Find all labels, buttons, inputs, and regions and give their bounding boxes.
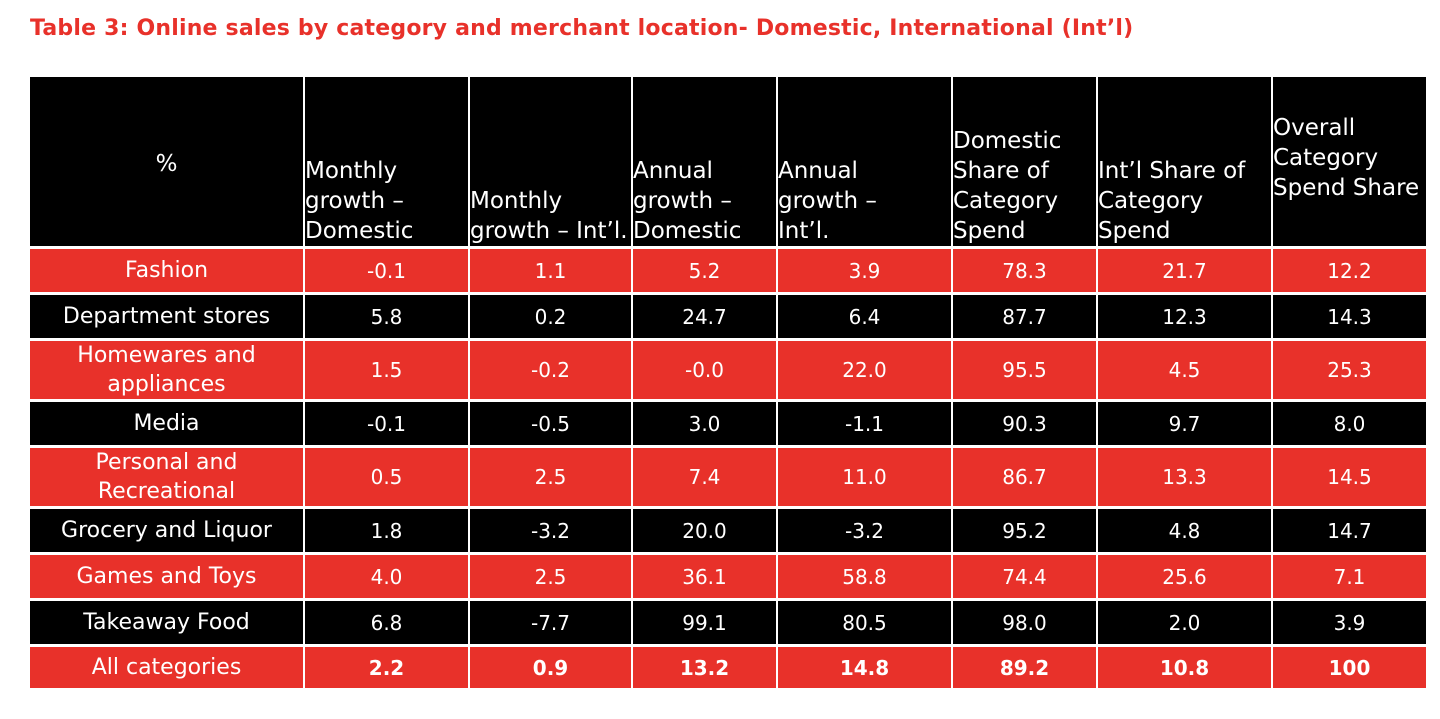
value-cell: -0.2 — [470, 341, 633, 402]
value-cell: 87.7 — [953, 295, 1098, 341]
category-cell: Department stores — [30, 295, 305, 341]
table-row: Games and Toys 4.0 2.5 36.1 58.8 74.4 25.6 7.1 — [30, 555, 1426, 601]
value-cell: 80.5 — [778, 601, 953, 647]
value-cell: 0.2 — [470, 295, 633, 341]
value-cell: -0.1 — [305, 402, 470, 448]
value-cell: 100 — [1273, 647, 1426, 691]
value-cell: 14.3 — [1273, 295, 1426, 341]
value-cell: 11.0 — [778, 448, 953, 509]
value-cell: 2.2 — [305, 647, 470, 691]
category-cell: All categories — [30, 647, 305, 691]
value-cell: 99.1 — [633, 601, 778, 647]
value-cell: 21.7 — [1098, 249, 1273, 295]
value-cell: 2.5 — [470, 555, 633, 601]
value-cell: 20.0 — [633, 509, 778, 555]
value-cell: 4.8 — [1098, 509, 1273, 555]
value-cell: 1.1 — [470, 249, 633, 295]
value-cell: -3.2 — [778, 509, 953, 555]
value-cell: 0.5 — [305, 448, 470, 509]
value-cell: 13.2 — [633, 647, 778, 691]
value-cell: 1.8 — [305, 509, 470, 555]
value-cell: 12.2 — [1273, 249, 1426, 295]
column-header: Monthly growth – Domestic — [305, 77, 470, 249]
column-header: Overall Category Spend Share — [1273, 77, 1426, 249]
value-cell: 5.2 — [633, 249, 778, 295]
value-cell: 2.0 — [1098, 601, 1273, 647]
table-row: Fashion -0.1 1.1 5.2 3.9 78.3 21.7 12.2 — [30, 249, 1426, 295]
sales-table: % Monthly growth – Domestic Monthly grow… — [30, 77, 1426, 691]
value-cell: 95.5 — [953, 341, 1098, 402]
value-cell: 9.7 — [1098, 402, 1273, 448]
value-cell: 25.6 — [1098, 555, 1273, 601]
table-row: Grocery and Liquor 1.8 -3.2 20.0 -3.2 95.2 4.8… — [30, 509, 1426, 555]
column-header: Int’l Share of Category Spend — [1098, 77, 1273, 249]
value-cell: 24.7 — [633, 295, 778, 341]
category-cell: Media — [30, 402, 305, 448]
category-cell: Personal and Recreational — [30, 448, 305, 509]
value-cell: 3.9 — [778, 249, 953, 295]
value-cell: -1.1 — [778, 402, 953, 448]
value-cell: 8.0 — [1273, 402, 1426, 448]
category-cell: Grocery and Liquor — [30, 509, 305, 555]
value-cell: 5.8 — [305, 295, 470, 341]
value-cell: 90.3 — [953, 402, 1098, 448]
value-cell: -7.7 — [470, 601, 633, 647]
value-cell: 98.0 — [953, 601, 1098, 647]
value-cell: 7.4 — [633, 448, 778, 509]
table-row: Homewares and appliances 1.5 -0.2 -0.0 22.0 9… — [30, 341, 1426, 402]
value-cell: 2.5 — [470, 448, 633, 509]
value-cell: 0.9 — [470, 647, 633, 691]
total-row: All categories 2.2 0.9 13.2 14.8 89.2 10.8 100 — [30, 647, 1426, 691]
value-cell: 86.7 — [953, 448, 1098, 509]
value-cell: 10.8 — [1098, 647, 1273, 691]
column-header: Monthly growth – Int’l. — [470, 77, 633, 249]
value-cell: 25.3 — [1273, 341, 1426, 402]
value-cell: 1.5 — [305, 341, 470, 402]
category-cell: Homewares and appliances — [30, 341, 305, 402]
table-title: Table 3: Online sales by category and me… — [30, 16, 1134, 41]
value-cell: 95.2 — [953, 509, 1098, 555]
table-row: Personal and Recreational 0.5 2.5 7.4 11.0 86… — [30, 448, 1426, 509]
category-cell: Games and Toys — [30, 555, 305, 601]
value-cell: -0.1 — [305, 249, 470, 295]
value-cell: 14.8 — [778, 647, 953, 691]
column-header: Domestic Share of Category Spend — [953, 77, 1098, 249]
value-cell: 4.0 — [305, 555, 470, 601]
value-cell: 89.2 — [953, 647, 1098, 691]
table-row: Media -0.1 -0.5 3.0 -1.1 90.3 9.7 8.0 — [30, 402, 1426, 448]
header-row: % Monthly growth – Domestic Monthly grow… — [30, 77, 1426, 249]
value-cell: 6.4 — [778, 295, 953, 341]
value-cell: 74.4 — [953, 555, 1098, 601]
column-header: % — [30, 77, 305, 249]
value-cell: 4.5 — [1098, 341, 1273, 402]
value-cell: -0.5 — [470, 402, 633, 448]
column-header: Annual growth – Int’l. — [778, 77, 953, 249]
value-cell: 13.3 — [1098, 448, 1273, 509]
value-cell: 36.1 — [633, 555, 778, 601]
value-cell: -0.0 — [633, 341, 778, 402]
value-cell: 22.0 — [778, 341, 953, 402]
category-cell: Fashion — [30, 249, 305, 295]
table-body: Fashion -0.1 1.1 5.2 3.9 78.3 21.7 12.2 Departme… — [30, 249, 1426, 691]
table-row: Department stores 5.8 0.2 24.7 6.4 87.7 12.3 14… — [30, 295, 1426, 341]
value-cell: 58.8 — [778, 555, 953, 601]
column-header: Annual growth – Domestic — [633, 77, 778, 249]
category-cell: Takeaway Food — [30, 601, 305, 647]
value-cell: 3.9 — [1273, 601, 1426, 647]
value-cell: -3.2 — [470, 509, 633, 555]
value-cell: 78.3 — [953, 249, 1098, 295]
value-cell: 7.1 — [1273, 555, 1426, 601]
value-cell: 12.3 — [1098, 295, 1273, 341]
value-cell: 14.5 — [1273, 448, 1426, 509]
value-cell: 3.0 — [633, 402, 778, 448]
value-cell: 6.8 — [305, 601, 470, 647]
value-cell: 14.7 — [1273, 509, 1426, 555]
table-row: Takeaway Food 6.8 -7.7 99.1 80.5 98.0 2.0 3.9 — [30, 601, 1426, 647]
